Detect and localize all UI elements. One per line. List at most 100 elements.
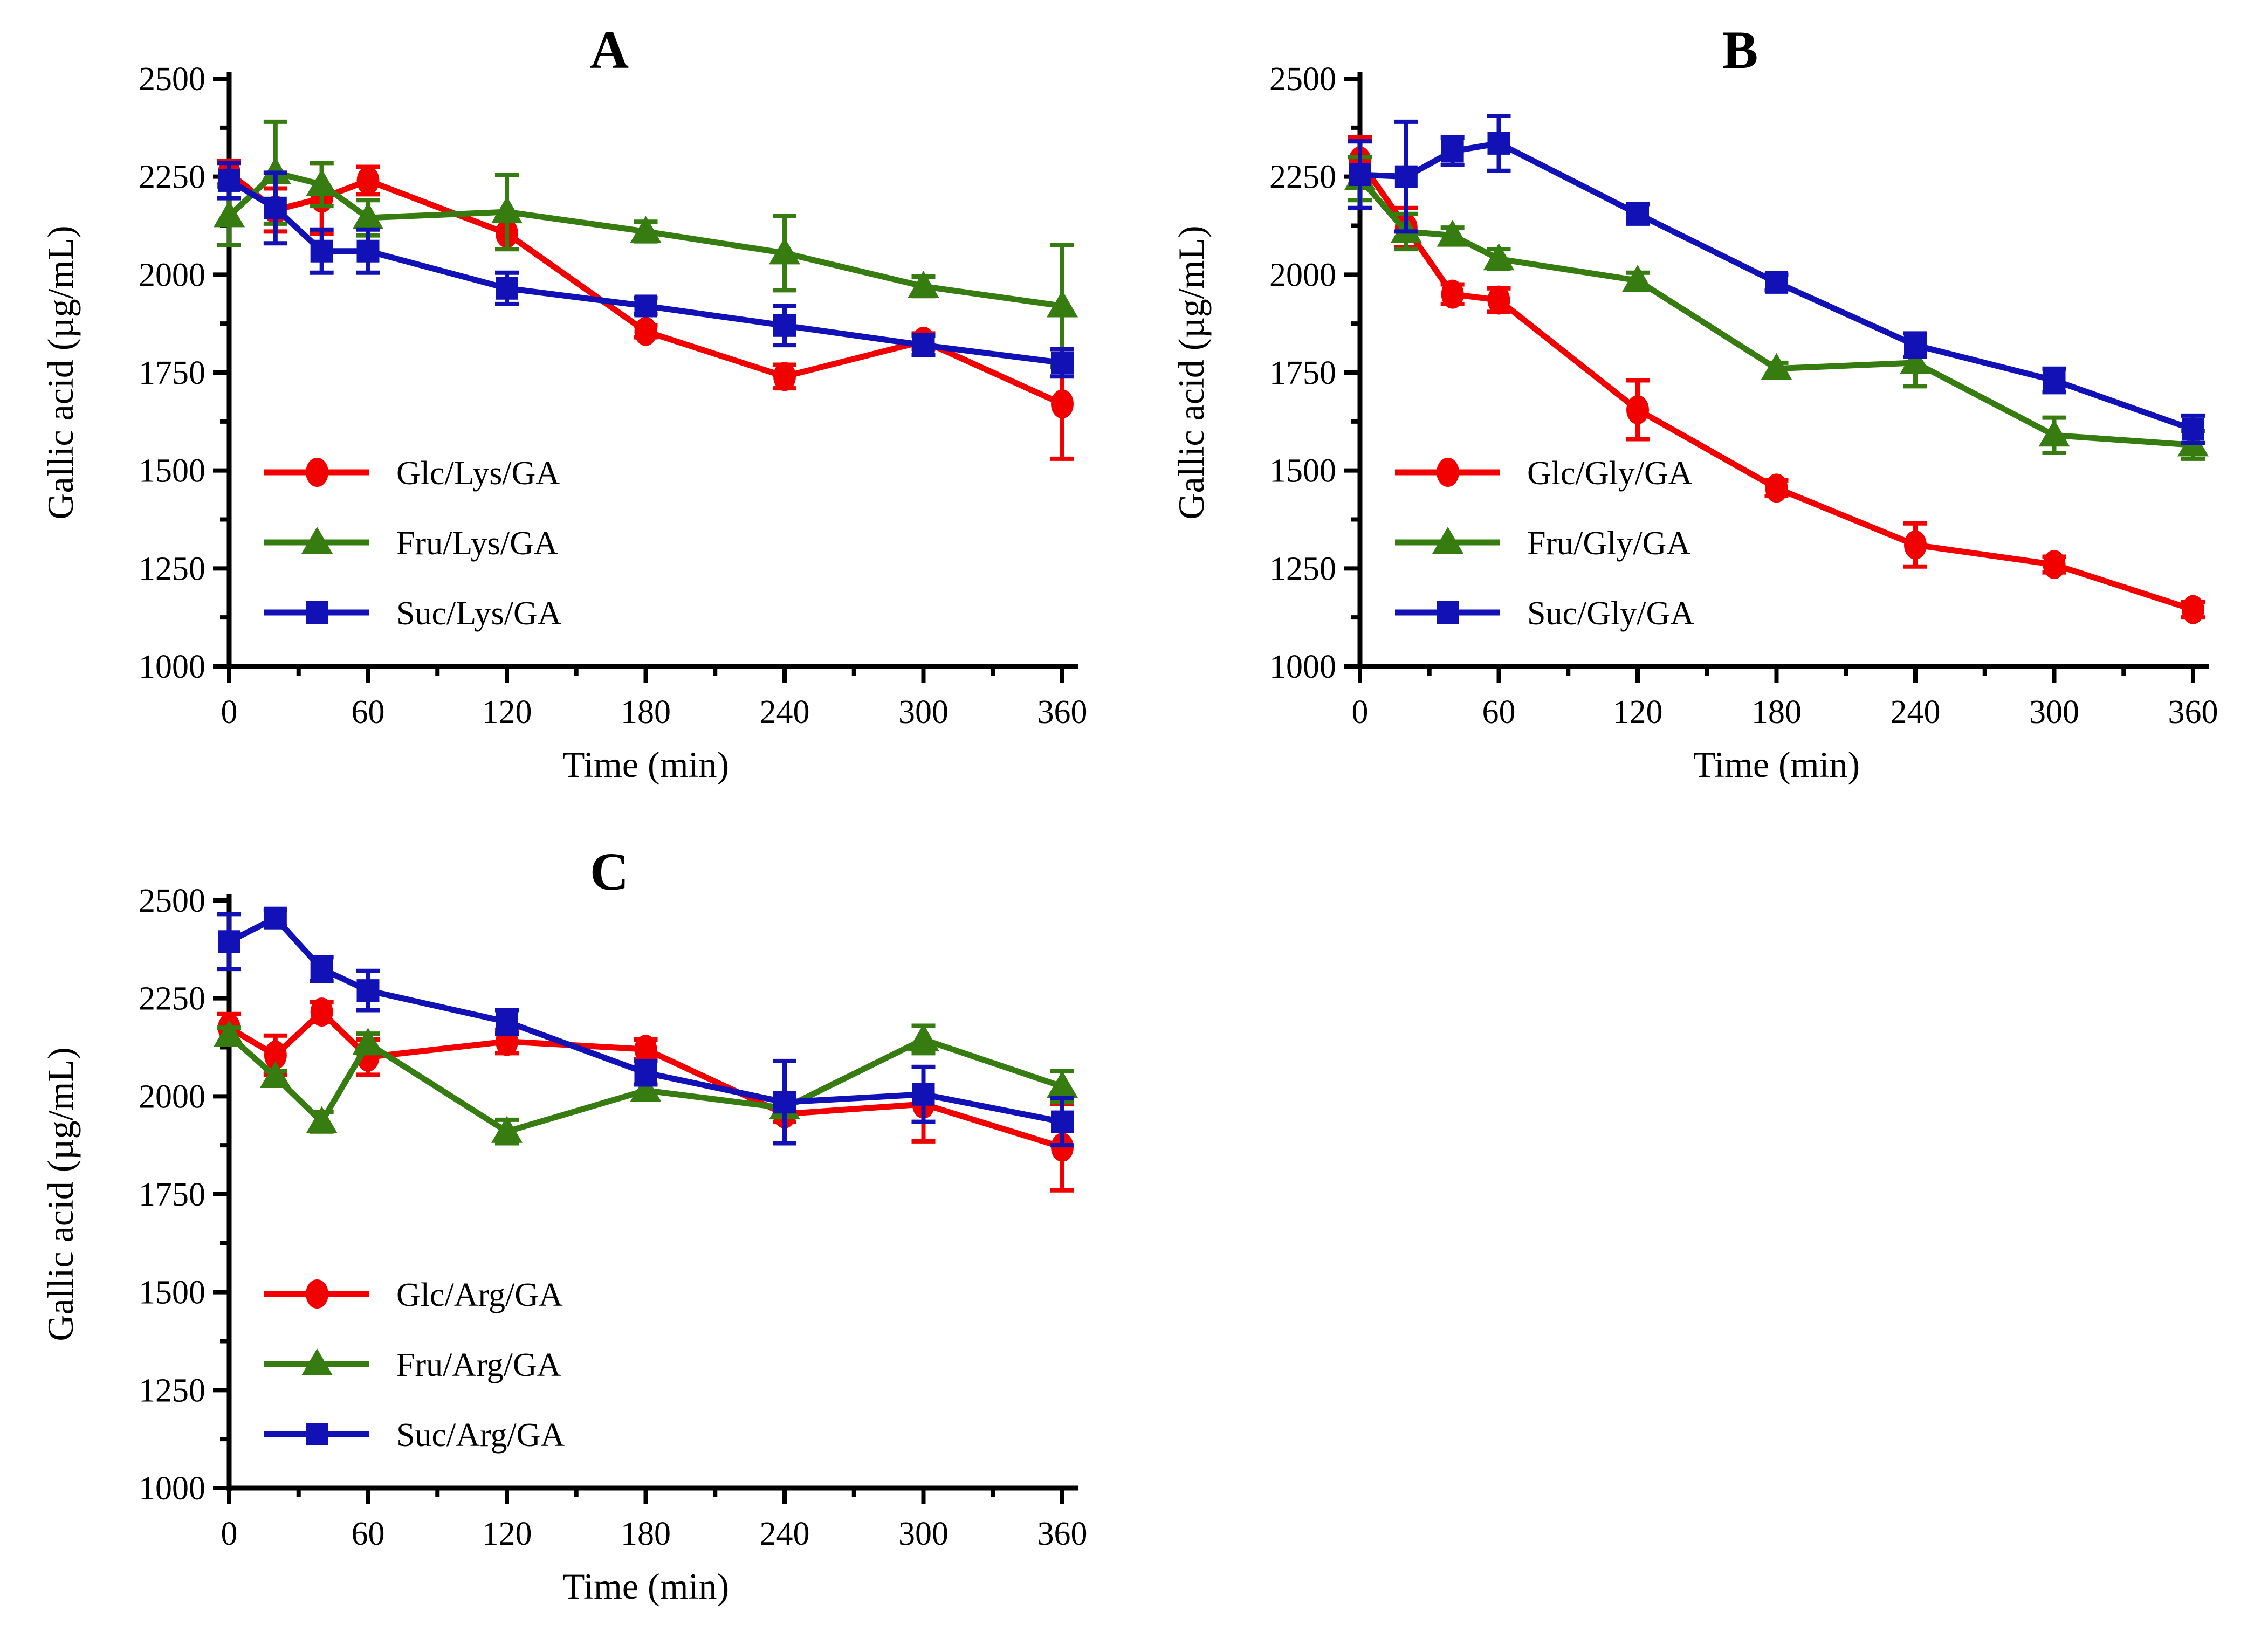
square-marker-3	[356, 239, 380, 263]
x-tick-label: 240	[760, 694, 810, 731]
x-tick-label: 120	[482, 1516, 532, 1552]
square-marker-8	[1051, 1110, 1074, 1133]
y-tick-label: 1750	[1269, 355, 1336, 391]
legend-item-suc-gly-ga: Suc/Gly/GA	[1395, 595, 1694, 632]
square-marker-6	[1904, 334, 1927, 357]
legend-item-suc-lys-ga: Suc/Lys/GA	[264, 595, 562, 632]
square-marker-1	[1394, 165, 1418, 188]
triangle-marker-0	[214, 200, 245, 228]
x-tick-label: 240	[760, 1516, 810, 1552]
square-marker-7	[2043, 369, 2066, 392]
x-tick-label: 300	[898, 1516, 949, 1552]
circle-marker-legend	[1437, 458, 1459, 487]
square-marker-5	[634, 294, 657, 318]
series-line	[1357, 176, 2194, 448]
panel-b-chart: B 1000 1250 1500 1750 2000 2250 2500 0 60 120 180 24…	[1171, 20, 2218, 785]
square-marker-8	[1051, 351, 1074, 374]
x-tick-label: 60	[1482, 694, 1516, 731]
legend-label: Glc/Gly/GA	[1527, 455, 1693, 492]
circle-marker-1	[264, 1041, 287, 1070]
legend-label: Glc/Lys/GA	[396, 455, 560, 492]
square-marker-0	[1349, 163, 1371, 187]
x-tick-label: 360	[1037, 694, 1088, 731]
triangle-marker-2	[306, 169, 338, 196]
triangle-marker-6	[1900, 347, 1931, 374]
triangle-marker-5	[1761, 353, 1792, 380]
y-tick-label: 1750	[139, 1176, 205, 1213]
series-glc-gly-ga	[1348, 135, 2205, 624]
y-tick-label: 2000	[1269, 257, 1336, 293]
triangle-marker-legend	[301, 1348, 333, 1375]
circle-marker-3	[356, 166, 380, 195]
legend-item-suc-arg-ga: Suc/Arg/GA	[264, 1417, 565, 1454]
triangle-marker-7	[908, 1023, 939, 1051]
legend-label: Suc/Gly/GA	[1527, 595, 1694, 632]
square-marker-5	[1765, 271, 1788, 294]
triangle-marker-8	[1047, 1071, 1078, 1098]
x-tick-label: 120	[482, 694, 532, 731]
triangle-marker-2	[1437, 219, 1468, 247]
square-marker-4	[496, 277, 518, 300]
square-marker-2	[310, 958, 333, 981]
triangle-marker-3	[352, 1028, 384, 1055]
x-axis-title: Time (min)	[1693, 744, 1860, 785]
triangle-marker-5	[630, 216, 662, 243]
x-tick-label: 300	[898, 694, 949, 731]
y-axis-title: Gallic acid (µg/mL)	[40, 1047, 81, 1341]
y-tick-label: 2500	[1269, 61, 1336, 98]
square-marker-0	[218, 169, 240, 192]
circle-marker-5	[1765, 473, 1788, 503]
x-tick-label: 0	[221, 1516, 238, 1552]
x-tick-label: 300	[2029, 694, 2079, 731]
circle-marker-7	[2043, 550, 2066, 580]
legend-item-fru-arg-ga: Fru/Arg/GA	[264, 1347, 561, 1383]
triangle-marker-7	[2038, 419, 2070, 447]
circle-marker-3	[1487, 285, 1510, 315]
x-tick-label: 180	[621, 1516, 671, 1552]
circle-marker-5	[634, 1035, 657, 1064]
triangle-marker-4	[1622, 265, 1653, 292]
x-tick-label: 360	[2168, 694, 2218, 731]
series-suc-lys-ga	[217, 161, 1074, 379]
legend-item-glc-arg-ga: Glc/Arg/GA	[264, 1277, 563, 1313]
circle-marker-8	[1051, 389, 1074, 419]
triangle-marker-3	[352, 202, 384, 229]
square-marker-legend	[306, 1423, 328, 1446]
square-marker-5	[634, 1061, 657, 1084]
y-tick-label: 1500	[139, 1275, 205, 1311]
y-tick-label: 1250	[139, 1372, 205, 1409]
x-tick-label: 180	[621, 694, 671, 731]
panel-c-chart: C 1000 1250 1500 1750 2000 2250 2500 0 60 120 180 24…	[40, 842, 1088, 1607]
y-tick-label: 2250	[139, 981, 205, 1017]
y-tick-label: 2500	[139, 883, 205, 919]
legend-label: Glc/Arg/GA	[396, 1277, 563, 1313]
square-marker-2	[310, 239, 333, 263]
triangle-marker-7	[908, 271, 939, 298]
y-tick-label: 1000	[139, 649, 205, 685]
y-tick-label: 2500	[139, 61, 205, 98]
triangle-marker-8	[1047, 290, 1078, 318]
circle-marker-6	[1904, 530, 1927, 560]
triangle-marker-legend	[1432, 527, 1463, 554]
legend-label: Fru/Arg/GA	[396, 1347, 561, 1383]
square-marker-6	[773, 314, 796, 337]
circle-marker-6	[773, 362, 796, 391]
circle-marker-2	[310, 997, 333, 1027]
square-marker-legend	[1437, 601, 1459, 624]
x-tick-label: 60	[352, 1516, 385, 1552]
square-marker-3	[1487, 132, 1510, 155]
circle-marker-5	[634, 316, 657, 346]
circle-marker-legend	[306, 1279, 328, 1309]
triangle-marker-legend	[301, 527, 333, 554]
y-tick-label: 2000	[139, 1078, 205, 1115]
legend-item-fru-gly-ga: Fru/Gly/GA	[1395, 525, 1690, 562]
square-marker-7	[912, 1083, 935, 1106]
square-marker-2	[1441, 140, 1464, 163]
circle-marker-4	[1626, 395, 1649, 425]
series-fru-gly-ga	[1344, 155, 2209, 461]
series-suc-gly-ga	[1348, 114, 2205, 445]
x-tick-label: 0	[221, 694, 238, 731]
square-marker-0	[218, 930, 240, 953]
square-marker-legend	[306, 601, 328, 624]
legend-item-glc-lys-ga: Glc/Lys/GA	[264, 455, 560, 492]
